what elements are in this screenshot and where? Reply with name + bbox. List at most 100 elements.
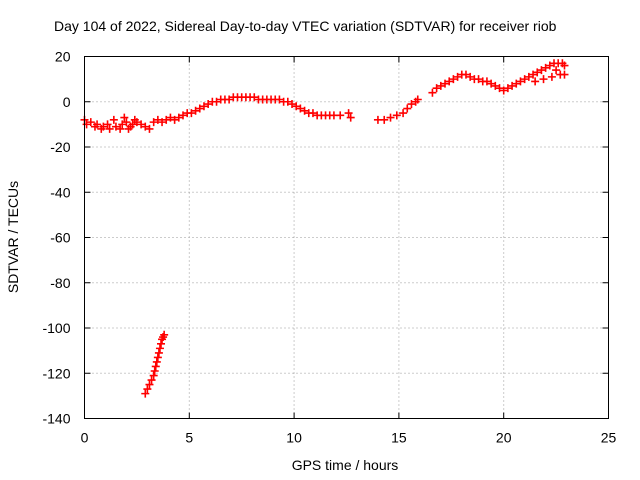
- data-point: [158, 118, 167, 127]
- axis-tick-labels: 0 5 10 15 20 25 20 0 -20 -40 -60 -80 -100 -120 -140: [42, 49, 616, 446]
- data-point: [174, 113, 183, 122]
- data-point: [145, 124, 154, 133]
- data-point: [170, 115, 179, 124]
- data-point: [225, 95, 234, 104]
- data-point: [155, 344, 164, 353]
- data-point: [503, 84, 512, 93]
- data-point: [82, 120, 91, 129]
- data-point: [449, 75, 458, 84]
- data-point: [399, 109, 408, 118]
- data-point: [392, 111, 401, 120]
- data-point: [380, 115, 389, 124]
- data-point: [153, 353, 162, 362]
- data-point: [122, 118, 131, 127]
- data-point: [474, 75, 483, 84]
- y-tick-label: -120: [42, 365, 70, 381]
- data-point: [124, 124, 133, 133]
- data-point: [560, 61, 569, 70]
- data-point: [491, 81, 500, 90]
- data-point: [499, 86, 508, 95]
- data-point: [149, 371, 158, 380]
- data-point: [296, 104, 305, 113]
- data-point: [308, 109, 317, 118]
- y-tick-label: -80: [50, 275, 70, 291]
- y-tick-label: -20: [50, 139, 70, 155]
- data-point: [529, 70, 538, 79]
- data-point: [403, 104, 412, 113]
- data-point: [432, 84, 441, 93]
- data-point: [151, 362, 160, 371]
- y-axis-label: SDTVAR / TECUs: [5, 181, 21, 293]
- x-tick-label: 20: [496, 430, 512, 446]
- data-point: [545, 61, 554, 70]
- data-point: [90, 122, 99, 131]
- data-point: [212, 97, 221, 106]
- data-point: [531, 77, 540, 86]
- data-point: [118, 120, 127, 129]
- data-point: [154, 348, 163, 357]
- data-point: [512, 79, 521, 88]
- data-point: [292, 102, 301, 111]
- data-point: [111, 122, 120, 131]
- x-tick-label: 10: [286, 430, 302, 446]
- data-point: [560, 70, 569, 79]
- data-point: [150, 366, 159, 375]
- data-point: [149, 118, 158, 127]
- data-point: [97, 124, 106, 133]
- data-point: [487, 79, 496, 88]
- data-point: [520, 75, 529, 84]
- data-point: [143, 385, 152, 394]
- plot-frame: [84, 56, 609, 419]
- y-tick-label: -100: [42, 320, 70, 336]
- data-point: [109, 115, 118, 124]
- chart-title: Day 104 of 2022, Sidereal Day-to-day VTE…: [54, 18, 557, 34]
- data-point: [162, 115, 171, 124]
- data-point: [86, 118, 95, 127]
- x-tick-label: 25: [601, 430, 617, 446]
- data-point: [145, 380, 154, 389]
- x-tick-label: 5: [185, 430, 193, 446]
- x-axis-label: GPS time / hours: [292, 457, 399, 473]
- data-point: [137, 120, 146, 129]
- data-point: [195, 104, 204, 113]
- data-point: [105, 124, 114, 133]
- data-point: [187, 109, 196, 118]
- axis-ticks: [84, 56, 609, 419]
- data-point: [132, 118, 141, 127]
- x-tick-label: 0: [81, 430, 89, 446]
- data-point: [482, 77, 491, 86]
- data-point: [250, 93, 259, 102]
- data-point: [552, 66, 561, 75]
- data-point: [461, 70, 470, 79]
- data-point: [288, 100, 297, 109]
- data-point: [466, 72, 475, 81]
- data-point: [344, 109, 353, 118]
- data-point: [275, 95, 284, 104]
- data-point: [160, 330, 169, 339]
- data-point: [152, 357, 161, 366]
- data-point: [116, 124, 125, 133]
- data-point: [346, 113, 355, 122]
- data-point: [537, 66, 546, 75]
- y-tick-label: -140: [42, 411, 70, 427]
- x-tick-label: 15: [391, 430, 407, 446]
- grid-lines: [84, 56, 609, 419]
- data-point: [547, 72, 556, 81]
- data-point: [445, 77, 454, 86]
- data-point: [283, 97, 292, 106]
- data-point: [141, 122, 150, 131]
- data-point: [453, 72, 462, 81]
- data-point: [153, 115, 162, 124]
- data-point: [157, 339, 166, 348]
- data-point: [533, 68, 542, 77]
- data-point: [539, 75, 548, 84]
- data-point: [428, 88, 437, 97]
- data-point: [191, 106, 200, 115]
- data-points: [80, 59, 569, 398]
- data-point: [407, 100, 416, 109]
- y-tick-label: -40: [50, 184, 70, 200]
- y-tick-label: -60: [50, 230, 70, 246]
- data-point: [204, 100, 213, 109]
- data-point: [141, 389, 150, 398]
